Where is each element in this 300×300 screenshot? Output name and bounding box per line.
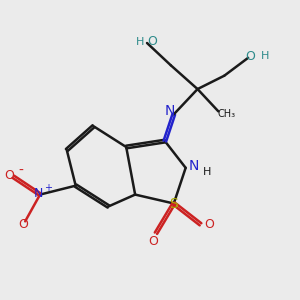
Text: O: O — [148, 235, 158, 248]
Text: O: O — [245, 50, 255, 63]
Text: O: O — [4, 169, 14, 182]
Text: N: N — [34, 187, 43, 200]
Text: N: N — [189, 159, 199, 173]
Text: S: S — [169, 196, 178, 211]
Text: O: O — [147, 35, 157, 48]
Text: N: N — [164, 104, 175, 118]
Text: -: - — [18, 164, 23, 178]
Text: H: H — [261, 51, 269, 62]
Text: H: H — [203, 167, 211, 177]
Text: O: O — [19, 218, 28, 231]
Text: +: + — [44, 183, 52, 193]
Text: O: O — [205, 218, 214, 231]
Text: H: H — [136, 37, 145, 46]
Text: CH₃: CH₃ — [218, 109, 236, 119]
